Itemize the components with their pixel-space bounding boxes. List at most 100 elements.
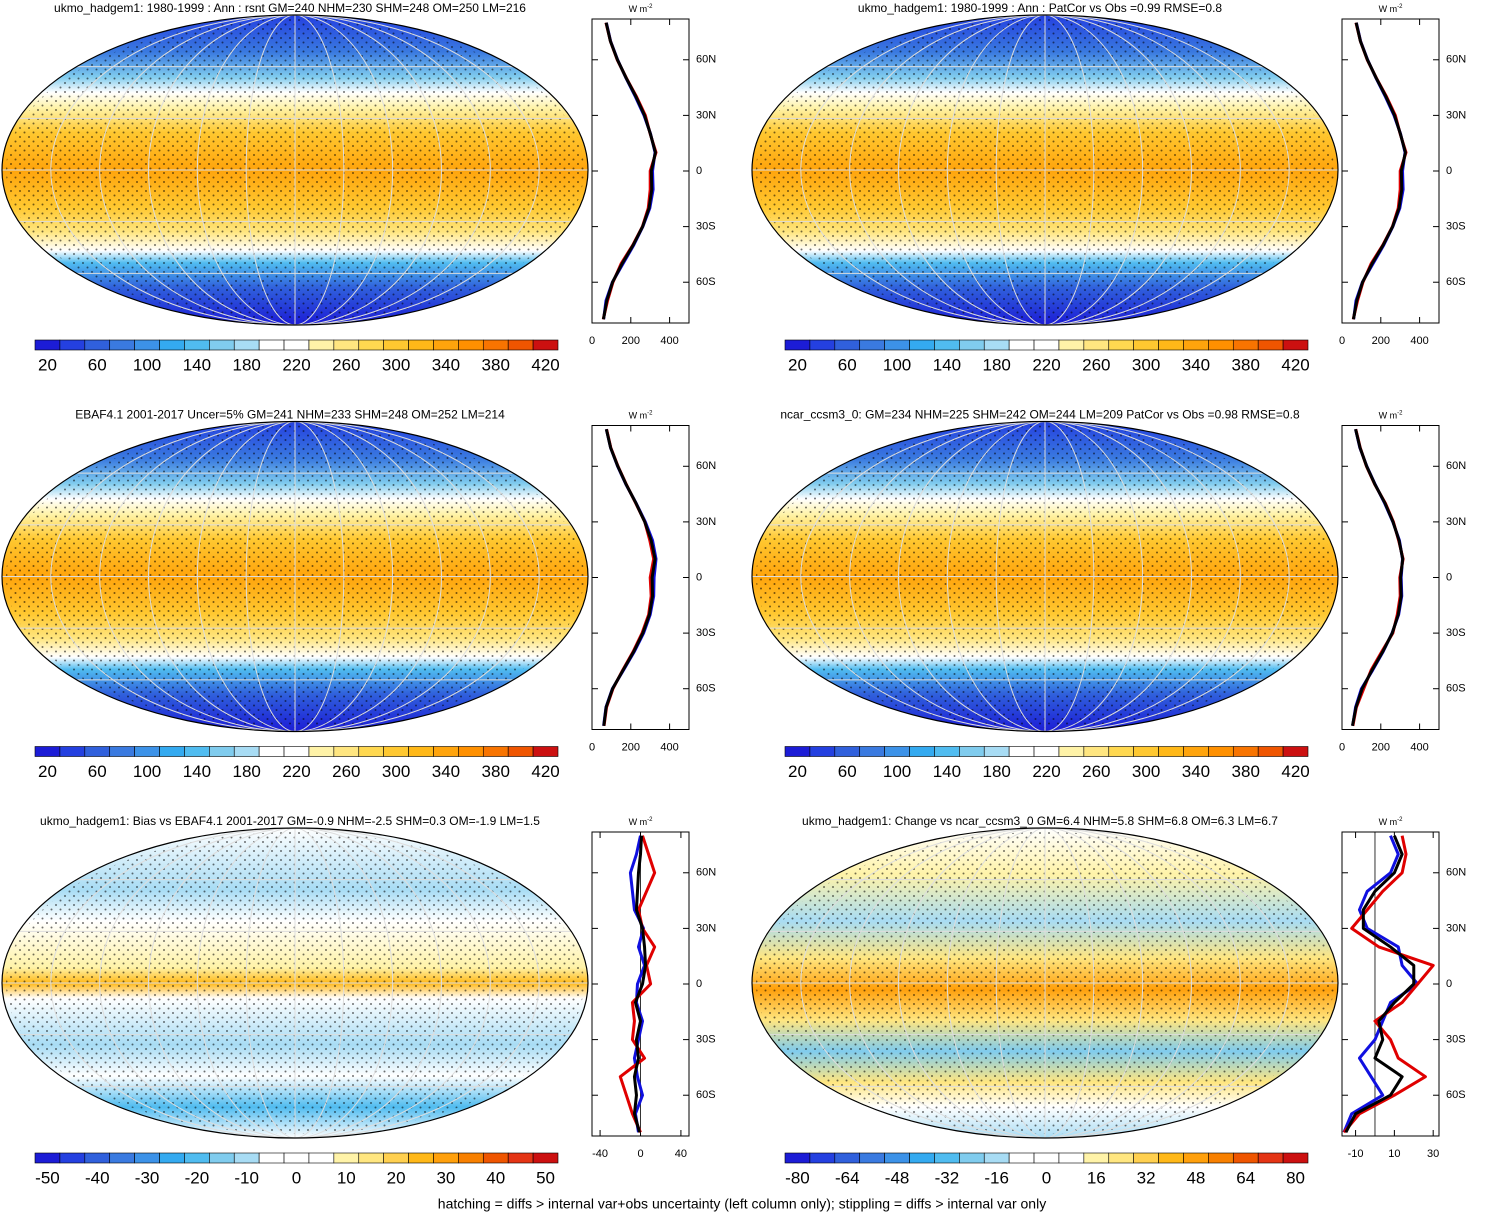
map-border [1, 14, 589, 326]
colorbar-box [408, 1152, 434, 1164]
colorbar-box [258, 746, 285, 757]
colorbar-box [1208, 339, 1234, 351]
colorbar-label: 0 [292, 1168, 301, 1187]
unit-exponent: -2 [647, 410, 653, 416]
colorbar-label: 340 [1182, 762, 1210, 781]
colorbar-box [532, 1152, 559, 1164]
colorbar-box [1083, 746, 1110, 757]
colorbar-label: 260 [332, 762, 360, 781]
colorbar-label: -80 [785, 1168, 810, 1187]
colorbar-box [59, 1152, 86, 1164]
y-tick-label: 30S [696, 1034, 716, 1046]
map [751, 827, 1339, 1139]
profile-line [1351, 428, 1405, 727]
colorbar-box [884, 746, 910, 757]
y-tick-label: 60S [1446, 276, 1466, 288]
colorbar-label: -64 [835, 1168, 860, 1187]
colorbar-box [308, 1152, 335, 1164]
colorbar-box [1282, 339, 1309, 351]
colorbar-box [1133, 339, 1159, 351]
colorbar-label: 60 [838, 762, 857, 781]
colorbar-label: 260 [1082, 355, 1110, 374]
colorbar-label: 300 [382, 355, 410, 374]
x-tick-label: -10 [1348, 1148, 1364, 1160]
map [751, 14, 1339, 326]
colorbar-box [134, 1152, 160, 1164]
panel: ukmo_hadgem1: Bias vs EBAF4.1 2001-2017 … [1, 814, 716, 1187]
colorbar-box [1058, 339, 1085, 351]
colorbar-box [159, 339, 185, 351]
map-border [751, 827, 1339, 1139]
x-tick-label: 0 [1339, 335, 1345, 347]
profile-line [602, 428, 657, 726]
colorbar-label: 300 [1132, 762, 1160, 781]
profile-line [1344, 835, 1416, 1133]
colorbar-label: 16 [1087, 1168, 1106, 1187]
profile-line [1351, 22, 1408, 320]
colorbar-label: -32 [935, 1168, 960, 1187]
colorbar-label: 220 [282, 762, 310, 781]
colorbar-box [333, 746, 360, 757]
colorbar-box [482, 339, 509, 351]
colorbar-label: 48 [1186, 1168, 1205, 1187]
map-border [1, 420, 589, 733]
map-border [751, 14, 1339, 326]
colorbar-box [308, 746, 335, 757]
profile-line [601, 22, 657, 320]
profile-frame [591, 18, 690, 324]
colorbar-box [1058, 1152, 1085, 1164]
colorbar-box [134, 339, 160, 351]
colorbar-box [1232, 746, 1259, 757]
colorbar-box [84, 339, 111, 351]
colorbar-label: 420 [531, 762, 559, 781]
y-tick-label: 30N [1446, 922, 1466, 934]
colorbar-box [482, 746, 509, 757]
x-tick-label: 200 [1372, 335, 1390, 347]
colorbar-box [1232, 1152, 1259, 1164]
colorbar-box [909, 1152, 935, 1164]
colorbar-box [184, 1152, 210, 1164]
colorbar-label: 420 [531, 355, 559, 374]
y-tick-label: 30N [696, 109, 716, 121]
colorbar-box [809, 1152, 836, 1164]
unit-base: W m [629, 817, 648, 827]
y-tick-label: 60N [696, 867, 716, 879]
y-tick-label: 60N [1446, 867, 1466, 879]
colorbar-label: 140 [183, 355, 211, 374]
colorbar-label: 300 [1132, 355, 1160, 374]
colorbar-label: -16 [984, 1168, 1009, 1187]
colorbar-label: 60 [88, 762, 107, 781]
colorbar-label: 220 [1032, 762, 1060, 781]
colorbar-box [1257, 1152, 1284, 1164]
colorbar-box [859, 339, 885, 351]
y-tick-label: 0 [696, 571, 702, 583]
panel-title: ukmo_hadgem1: Change vs ncar_ccsm3_0 GM=… [802, 814, 1278, 828]
x-tick-label: 200 [1372, 741, 1390, 753]
colorbar-label: 100 [133, 355, 161, 374]
x-tick-label: 200 [622, 741, 640, 753]
colorbar-label: 340 [1182, 355, 1210, 374]
colorbar-box [433, 1152, 459, 1164]
y-tick-label: 60N [1446, 54, 1466, 66]
colorbar-box [333, 339, 360, 351]
colorbar-box [109, 1152, 135, 1164]
colorbar-box [458, 1152, 484, 1164]
colorbar-box [1108, 339, 1134, 351]
unit-exponent: -2 [1397, 410, 1403, 416]
x-tick-label: 0 [589, 741, 595, 753]
x-tick-label: 400 [1410, 335, 1428, 347]
map [751, 420, 1339, 733]
colorbar-box [433, 746, 459, 757]
colorbar-box [1158, 1152, 1184, 1164]
colorbar-label: 180 [983, 355, 1011, 374]
colorbar-label: 380 [1232, 355, 1260, 374]
y-tick-label: 30S [696, 627, 716, 639]
colorbar-box [308, 339, 335, 351]
colorbar-label: 20 [38, 355, 57, 374]
colorbar-label: 340 [432, 762, 460, 781]
colorbar-box [1208, 746, 1234, 757]
panel-title: ukmo_hadgem1: Bias vs EBAF4.1 2001-2017 … [40, 814, 540, 828]
colorbar-box [1033, 339, 1060, 351]
colorbar-box [333, 1152, 360, 1164]
colorbar-box [283, 1152, 310, 1164]
